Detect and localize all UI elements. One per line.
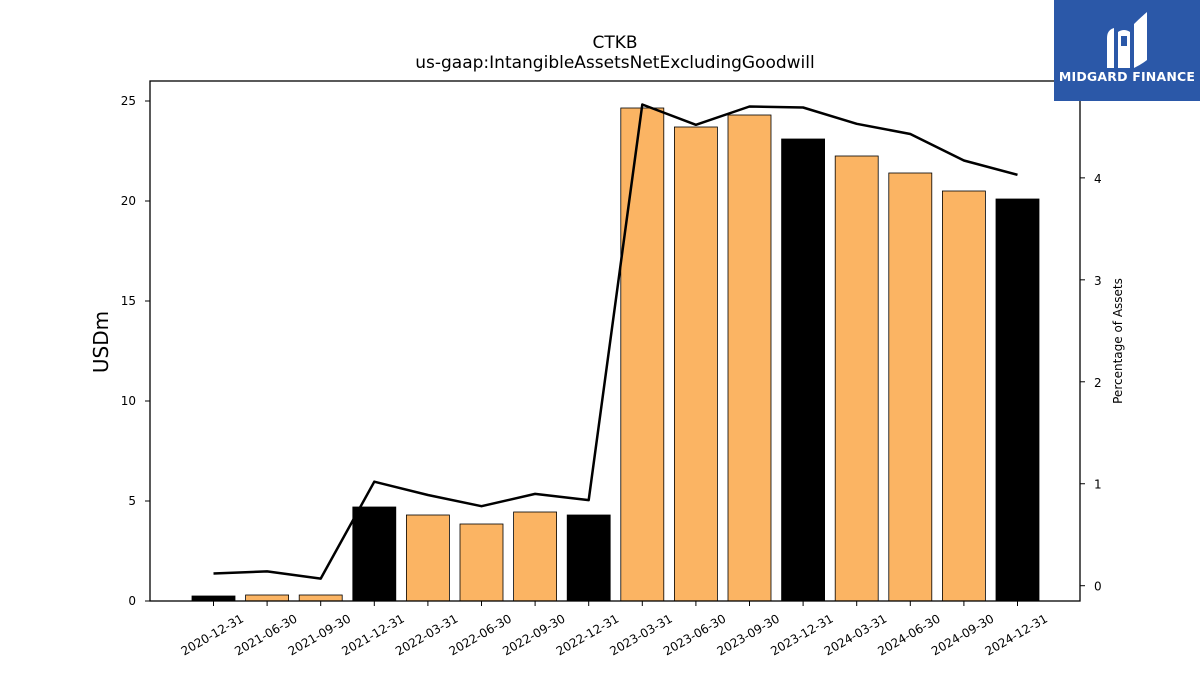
y-tick-label-25: 25 bbox=[121, 94, 136, 108]
bar-2022-06-30 bbox=[459, 523, 504, 602]
y-axis-label-left: USDm bbox=[89, 311, 113, 373]
chart-title: CTKB bbox=[592, 33, 637, 53]
bar-2023-06-30 bbox=[674, 126, 718, 602]
bar-2024-12-31 bbox=[995, 198, 1040, 602]
y-axis-label-right: Percentage of Assets bbox=[1111, 278, 1125, 404]
bar-2021-06-30 bbox=[245, 594, 290, 602]
bar-2021-12-31 bbox=[352, 506, 397, 602]
bar-2021-09-30 bbox=[298, 594, 343, 602]
logo-mark-icon bbox=[1107, 12, 1147, 68]
y2-tick-label-2: 2 bbox=[1094, 376, 1102, 390]
bar-2024-03-31 bbox=[834, 155, 879, 602]
bar-2024-09-30 bbox=[942, 190, 986, 602]
y2-tick-label-4: 4 bbox=[1094, 172, 1102, 186]
plot-frame bbox=[149, 80, 1081, 602]
y-tick-label-20: 20 bbox=[121, 194, 136, 208]
bar-2023-03-31 bbox=[620, 107, 665, 602]
y2-tick-label-3: 3 bbox=[1094, 274, 1102, 288]
bar-2024-06-30 bbox=[888, 172, 933, 602]
bar-2022-09-30 bbox=[513, 511, 557, 602]
logo-text: MIDGARD FINANCE bbox=[1058, 69, 1196, 84]
bar-2023-12-31 bbox=[781, 138, 825, 602]
y-tick-label-0: 0 bbox=[128, 594, 136, 608]
bar-2023-09-30 bbox=[727, 114, 772, 602]
logo: MIDGARD FINANCE bbox=[1054, 0, 1200, 101]
y2-tick-label-1: 1 bbox=[1094, 478, 1102, 492]
plot-area: 0510152025012342020-12-312021-06-302021-… bbox=[121, 80, 1102, 658]
bar-2022-12-31 bbox=[566, 514, 611, 602]
bar-2020-12-31 bbox=[191, 595, 236, 602]
line-series-percentage bbox=[213, 103, 1018, 580]
y-tick-label-10: 10 bbox=[121, 394, 136, 408]
bar-2022-03-31 bbox=[405, 514, 450, 602]
y-tick-label-5: 5 bbox=[128, 494, 136, 508]
y2-tick-label-0: 0 bbox=[1094, 580, 1102, 594]
chart-subtitle: us-gaap:IntangibleAssetsNetExcludingGood… bbox=[415, 53, 814, 73]
y-tick-label-15: 15 bbox=[121, 294, 136, 308]
